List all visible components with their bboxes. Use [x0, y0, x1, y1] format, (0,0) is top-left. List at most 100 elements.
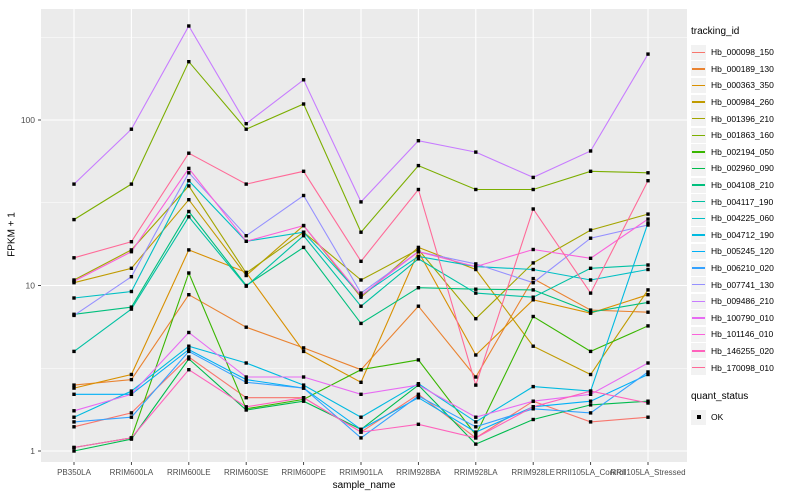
legend-item: Hb_004712_190 — [691, 227, 774, 244]
legend-key-line-icon — [691, 94, 706, 110]
data-point — [359, 200, 363, 204]
data-point — [588, 308, 593, 312]
data-point — [531, 247, 535, 252]
data-point — [588, 236, 593, 240]
legend-item: Hb_000984_260 — [691, 94, 774, 111]
legend-key-line-icon — [691, 360, 706, 376]
data-point — [531, 405, 535, 409]
legend-key-line-icon — [691, 210, 706, 226]
data-point — [416, 245, 421, 250]
data-point — [301, 193, 306, 198]
data-point — [301, 349, 306, 354]
data-point — [588, 420, 593, 424]
data-point — [646, 179, 650, 183]
data-point — [187, 60, 191, 64]
legend-label: Hb_000098_150 — [711, 47, 774, 58]
legend-item: Hb_001396_210 — [691, 110, 774, 127]
legend-key-line-icon — [691, 194, 706, 210]
x-tick-label: RRIM901LA — [339, 468, 383, 477]
data-point — [531, 207, 535, 211]
legend-key-line-icon — [691, 127, 706, 143]
data-point — [244, 396, 248, 400]
legend-key-line-icon — [691, 343, 706, 359]
data-point — [416, 286, 421, 290]
data-point — [646, 223, 650, 227]
legend-label: Hb_004712_190 — [711, 229, 774, 240]
series-color-line — [692, 217, 705, 220]
data-point — [72, 296, 76, 300]
legend-item: Hb_146255_020 — [691, 343, 774, 360]
series-color-line — [692, 317, 705, 319]
data-point — [474, 383, 478, 387]
data-point — [301, 169, 306, 173]
data-point — [72, 256, 76, 260]
x-tick-label: PB350LA — [57, 468, 91, 477]
y-tick-label: 100 — [21, 115, 35, 125]
data-point — [646, 263, 650, 267]
data-point — [474, 430, 478, 434]
data-point — [187, 184, 191, 188]
legend-key-line-icon — [691, 77, 706, 93]
y-axis-title: FPKM + 1 — [6, 212, 18, 257]
series-color-line — [692, 283, 705, 286]
data-point — [72, 313, 76, 318]
x-tick-label: RRII105LA_Stressed — [610, 468, 685, 477]
data-point — [129, 436, 134, 440]
data-point — [244, 182, 248, 186]
legend-item: Hb_007741_130 — [691, 276, 774, 293]
data-point — [72, 392, 76, 396]
legend-key-line-icon — [691, 111, 706, 127]
data-point — [646, 267, 650, 272]
legend-label: Hb_004117_190 — [711, 196, 774, 207]
data-point — [474, 150, 478, 154]
data-point — [531, 344, 535, 348]
legend-label: Hb_100790_010 — [711, 312, 774, 323]
data-point — [359, 380, 363, 384]
series-color-line — [692, 117, 705, 120]
data-point — [531, 417, 535, 422]
legend-label: Hb_009486_210 — [711, 296, 774, 307]
data-point — [187, 215, 191, 219]
data-point — [531, 267, 535, 272]
data-point — [72, 349, 76, 354]
legend-key-line-icon — [691, 44, 706, 60]
data-point — [474, 187, 478, 192]
data-point — [646, 217, 650, 221]
data-point — [129, 307, 134, 311]
data-point — [301, 383, 306, 387]
ok-square-marker-icon — [691, 409, 706, 425]
data-point — [416, 250, 421, 254]
data-point — [301, 386, 306, 390]
data-point — [72, 386, 76, 390]
data-point — [646, 171, 650, 175]
data-point — [129, 372, 134, 377]
data-point — [187, 355, 191, 359]
data-point — [474, 425, 478, 429]
data-point — [129, 275, 134, 279]
legend-item: Hb_004117_190 — [691, 193, 774, 210]
legend-item: Hb_000189_130 — [691, 61, 774, 78]
data-point — [187, 357, 191, 361]
series-color-line — [692, 234, 705, 236]
data-point — [301, 245, 306, 250]
data-point — [72, 409, 76, 413]
data-point — [187, 349, 191, 354]
data-point — [588, 278, 593, 282]
legend-item: Hb_000363_350 — [691, 77, 774, 94]
legend: tracking_id Hb_000098_150 Hb_000189_130 Hb… — [691, 26, 774, 425]
data-point — [187, 347, 191, 352]
data-point — [588, 392, 593, 396]
legend-key-line-icon — [691, 326, 706, 342]
legend-item: Hb_005245_120 — [691, 243, 774, 260]
data-point — [588, 389, 593, 393]
data-point — [129, 250, 134, 254]
data-point — [416, 139, 421, 143]
data-point — [359, 278, 363, 282]
data-point — [187, 271, 191, 275]
data-point — [474, 317, 478, 321]
x-tick-label: RRIM600LE — [167, 468, 211, 477]
data-point — [129, 266, 134, 270]
legend-title-tracking-id: tracking_id — [691, 26, 740, 37]
data-point — [72, 415, 76, 419]
